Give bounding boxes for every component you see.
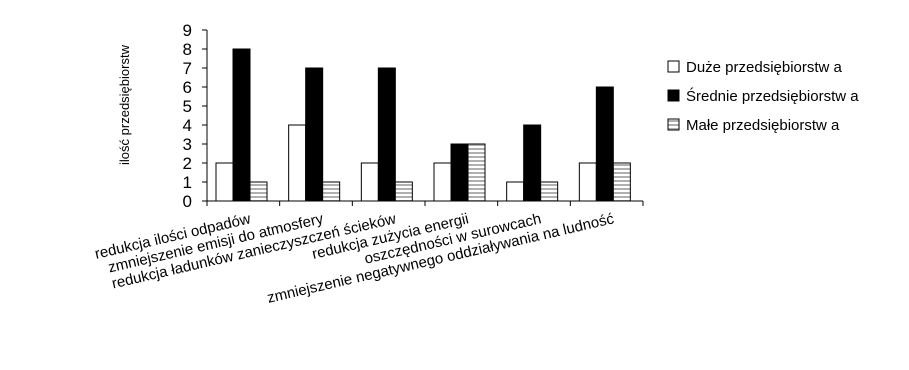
bar bbox=[433, 162, 452, 202]
y-tick-label: 6 bbox=[183, 78, 192, 97]
bar bbox=[377, 67, 396, 202]
bar bbox=[394, 181, 413, 202]
bar bbox=[450, 143, 469, 202]
legend-label: Małe przedsiębiorstw a bbox=[686, 117, 840, 134]
bar bbox=[288, 124, 307, 202]
bar bbox=[305, 67, 324, 202]
bar bbox=[232, 48, 251, 202]
bar bbox=[506, 181, 525, 202]
bar bbox=[523, 124, 542, 202]
bar bbox=[249, 181, 268, 202]
legend-swatch bbox=[667, 60, 680, 73]
y-axis-label: ilość przedsiębiorstw bbox=[117, 44, 132, 165]
y-tick-label: 4 bbox=[183, 116, 192, 135]
bar bbox=[540, 181, 559, 202]
bar bbox=[578, 162, 597, 202]
bar bbox=[467, 143, 486, 202]
y-tick-label: 0 bbox=[183, 192, 192, 211]
y-tick-label: 7 bbox=[183, 59, 192, 78]
y-tick-label: 2 bbox=[183, 154, 192, 173]
y-tick-label: 1 bbox=[183, 173, 192, 192]
bar bbox=[215, 162, 234, 202]
legend-swatch bbox=[667, 118, 680, 131]
bar bbox=[322, 181, 341, 202]
y-tick-label: 9 bbox=[183, 21, 192, 40]
legend-label: Duże przedsiębiorstw a bbox=[686, 59, 843, 76]
legend-label: Średnie przedsiębiorstw a bbox=[686, 87, 859, 105]
bar bbox=[612, 162, 631, 202]
legend: Duże przedsiębiorstw a Średnie przedsiębi… bbox=[667, 59, 859, 134]
legend-swatch bbox=[667, 89, 680, 102]
y-tick-label: 5 bbox=[183, 97, 192, 116]
bar bbox=[360, 162, 379, 202]
bar bbox=[595, 86, 614, 202]
y-tick-label: 3 bbox=[183, 135, 192, 154]
y-tick-label: 8 bbox=[183, 40, 192, 59]
